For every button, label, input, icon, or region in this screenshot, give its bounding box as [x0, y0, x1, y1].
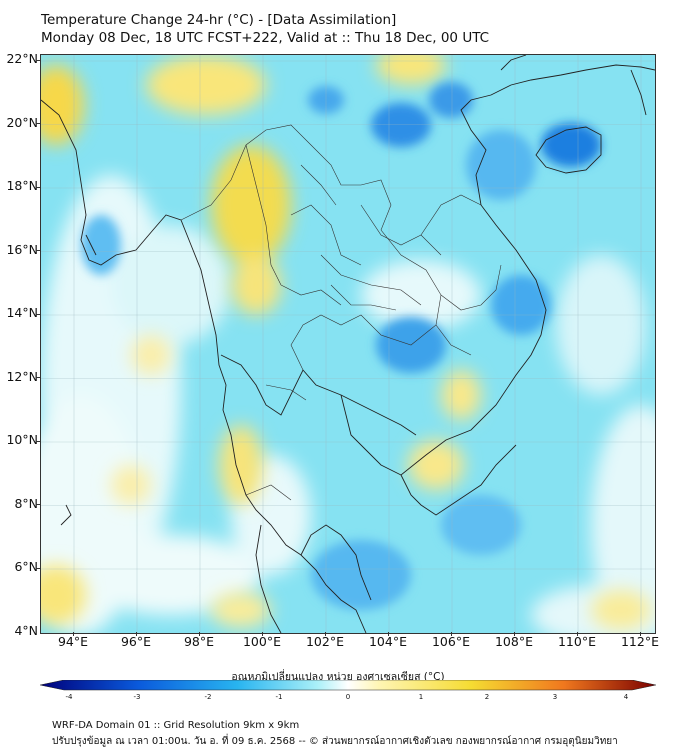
lat-label-22n: 22°N	[6, 51, 38, 66]
colorbar-tick-label: 2	[484, 693, 490, 701]
admin-borders	[180, 124, 502, 501]
lon-tick	[640, 632, 641, 636]
lat-tick	[36, 568, 40, 569]
map-title: Temperature Change 24-hr (°C) - [Data As…	[41, 12, 397, 28]
coastlines	[41, 55, 655, 633]
lon-label-100e: 100°E	[242, 634, 281, 649]
lat-label-16n: 16°N	[6, 242, 38, 257]
lon-label-96e: 96°E	[120, 634, 152, 649]
lon-tick	[73, 632, 74, 636]
lon-label-108e: 108°E	[494, 634, 533, 649]
lon-tick	[262, 632, 263, 636]
lat-tick	[36, 123, 40, 124]
lat-label-10n: 10°N	[6, 432, 38, 447]
colorbar-tick-label: 0	[345, 693, 351, 701]
colorbar-tick-label: 4	[623, 693, 629, 701]
lat-label-18n: 18°N	[6, 178, 38, 193]
lat-tick	[36, 250, 40, 251]
colorbar-tick-label: -1	[275, 693, 283, 701]
footer-model-info: WRF-DA Domain 01 :: Grid Resolution 9km …	[52, 720, 300, 731]
temperature-field-map	[41, 55, 655, 633]
lat-label-4n: 4°N	[14, 623, 38, 638]
graticule	[41, 55, 655, 633]
lat-tick	[36, 314, 40, 315]
lon-label-104e: 104°E	[368, 634, 407, 649]
footer-credit: ปรับปรุงข้อมูล ณ เวลา 01:00น. วัน อ. ที่…	[52, 736, 618, 747]
lat-tick	[36, 441, 40, 442]
lon-tick	[136, 632, 137, 636]
field-warm-areas	[41, 55, 651, 630]
lon-label-112e: 112°E	[620, 634, 659, 649]
lat-label-6n: 6°N	[14, 559, 38, 574]
colorbar-ramp	[40, 680, 656, 691]
lat-label-14n: 14°N	[6, 305, 38, 320]
lat-label-20n: 20°N	[6, 115, 38, 130]
colorbar-tick-label: 1	[418, 693, 424, 701]
lon-tick	[199, 632, 200, 636]
lon-tick	[388, 632, 389, 636]
lon-label-102e: 102°E	[305, 634, 344, 649]
lat-tick	[36, 504, 40, 505]
lon-tick	[325, 632, 326, 636]
lat-label-12n: 12°N	[6, 369, 38, 384]
lat-tick	[36, 187, 40, 188]
map-subtitle: Monday 08 Dec, 18 UTC FCST+222, Valid at…	[41, 30, 490, 46]
lon-label-106e: 106°E	[431, 634, 470, 649]
lon-label-110e: 110°E	[557, 634, 596, 649]
lon-tick	[451, 632, 452, 636]
lat-tick	[36, 377, 40, 378]
colorbar-tick-label: -3	[133, 693, 141, 701]
colorbar-tick-label: -2	[204, 693, 212, 701]
lat-label-8n: 8°N	[14, 496, 38, 511]
colorbar-tick-label: -4	[65, 693, 73, 701]
lon-label-98e: 98°E	[183, 634, 215, 649]
lat-tick	[36, 60, 40, 61]
colorbar	[40, 680, 656, 691]
lon-label-94e: 94°E	[57, 634, 89, 649]
lon-tick	[514, 632, 515, 636]
colorbar-tick-label: 3	[552, 693, 558, 701]
lon-tick	[577, 632, 578, 636]
map-panel[interactable]	[40, 54, 656, 634]
